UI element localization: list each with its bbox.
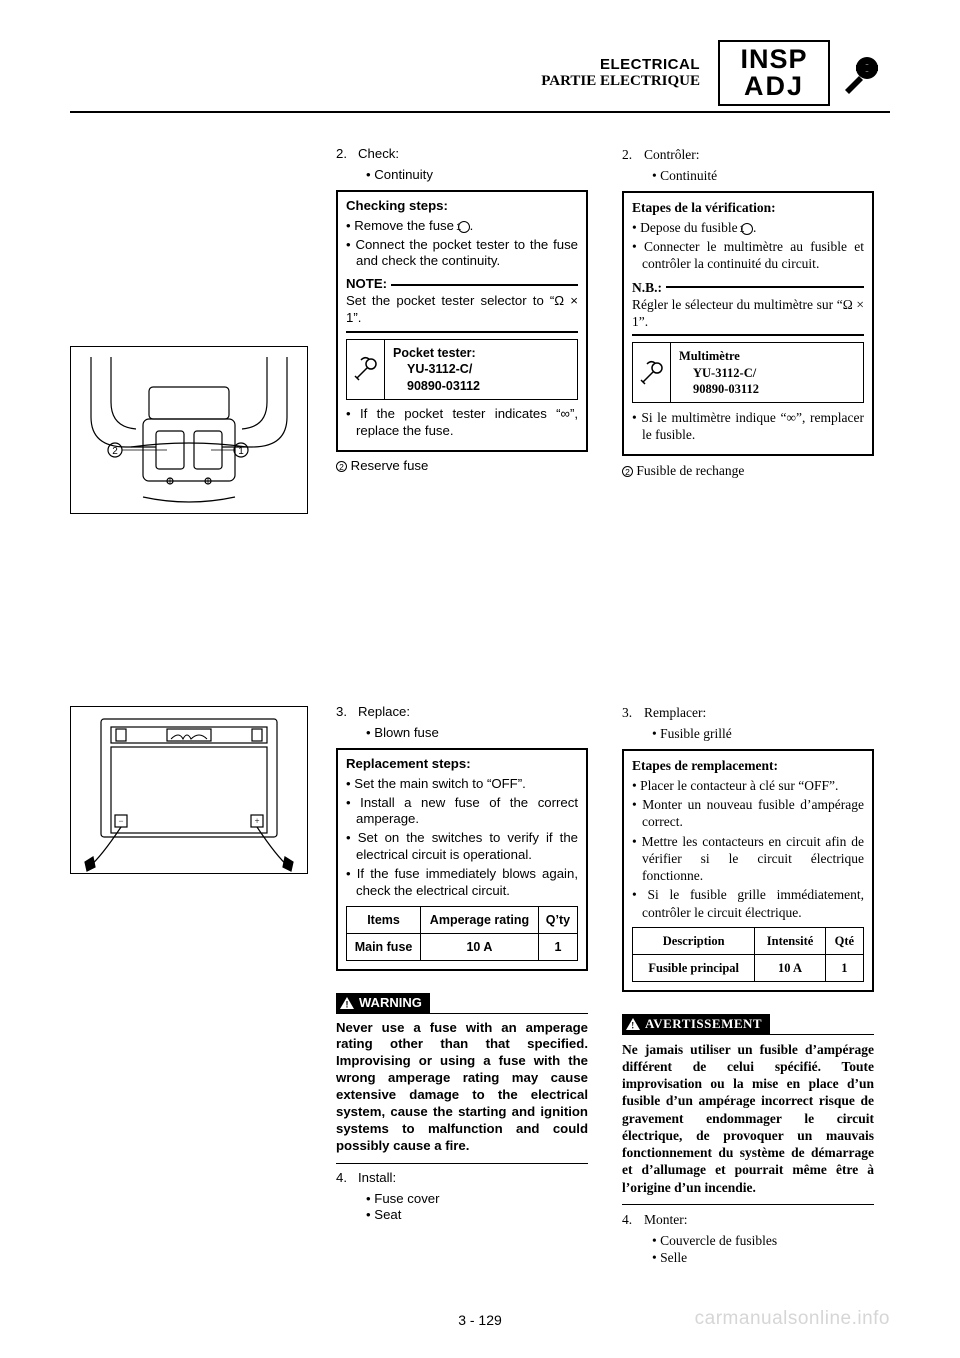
header-section-title: ELECTRICAL PARTIE ELECTRIQUE [541, 56, 700, 90]
note-label-en: NOTE: [346, 276, 578, 293]
svg-text:2: 2 [112, 446, 118, 457]
check-item-continuity: Continuity [366, 167, 588, 184]
checking-steps-title: Checking steps: [346, 198, 578, 215]
checking-steps-box-fr: Etapes de la vérification: Depose du fus… [622, 191, 874, 456]
warning-label-en: ! WARNING [336, 993, 430, 1014]
checking-steps-box-en: Checking steps: Remove the fuse 1. Conne… [336, 190, 588, 452]
step-3-en: 3.Replace: [336, 704, 588, 721]
tool-name: Pocket tester: [393, 346, 476, 360]
section-check-en: 2.Check: Continuity Checking steps: Remo… [336, 146, 588, 474]
svg-text:!: ! [631, 1021, 635, 1031]
step-2-fr: 2.Contrôler: [622, 146, 874, 163]
step-2-en: 2.Check: [336, 146, 588, 163]
header-rule [70, 111, 890, 113]
header-insp: INSP [740, 46, 807, 73]
callout-2-icon: 2 [336, 461, 347, 472]
replacement-steps-box-en: Replacement steps: Set the main switch t… [336, 748, 588, 971]
fuse-spec-table-en: ItemsAmperage ratingQ’ty Main fuse10 A1 [346, 906, 578, 961]
fuse-spec-table-fr: DescriptionIntensitéQté Fusible principa… [632, 927, 864, 982]
section-check-fr: 2.Contrôler: Continuité Etapes de la vér… [622, 146, 874, 479]
warning-text-en: Never use a fuse with an amperage rating… [336, 1020, 588, 1155]
header-adj: ADJ [744, 73, 804, 100]
note-text-en: Set the pocket tester selector to “Ω × 1… [346, 293, 578, 327]
svg-text:1: 1 [238, 446, 244, 457]
watermark: carmanualsonline.info [695, 1308, 890, 1330]
step-4-en: 4.Install: [336, 1170, 588, 1187]
inspection-icon [834, 40, 890, 106]
header-category-box: INSP ADJ [718, 40, 830, 106]
tool-model: YU-3112-C/ [393, 361, 480, 377]
check-step-remove-fuse: Remove the fuse 1. [356, 218, 578, 235]
section-replace-en: 3.Replace: Blown fuse Replacement steps:… [336, 704, 588, 1224]
tool-icon [347, 340, 385, 399]
tool-spec-box-en: Pocket tester: YU-3112-C/ 90890-03112 [346, 339, 578, 400]
warning-text-fr: Ne jamais utiliser un fusible d’ampérage… [622, 1041, 874, 1196]
svg-text:−: − [118, 816, 123, 826]
svg-text:!: ! [346, 1000, 349, 1010]
step-3-fr: 3.Remplacer: [622, 704, 874, 721]
tool-partno: 90890-03112 [393, 378, 480, 394]
page: ELECTRICAL PARTIE ELECTRIQUE INSP ADJ [0, 0, 960, 1358]
step-4-fr: 4.Monter: [622, 1211, 874, 1228]
callout-1-icon: 1 [458, 221, 470, 233]
replacement-steps-box-fr: Etapes de remplacement: Placer le contac… [622, 749, 874, 992]
section-replace-fr: 3.Remplacer: Fusible grillé Etapes de re… [622, 704, 874, 1267]
header-title-en: ELECTRICAL [541, 56, 700, 73]
figure-fuse-location: 1 2 [70, 346, 308, 514]
header-title-fr: PARTIE ELECTRIQUE [541, 73, 700, 90]
check-step-replace-if-inf: If the pocket tester indicates “∞”, repl… [356, 406, 578, 440]
tool-icon [633, 343, 671, 402]
reserve-fuse-note-fr: 2 Fusible de rechange [622, 462, 874, 479]
figure-multimeter: − + [70, 706, 308, 874]
check-step-connect-tester: Connect the pocket tester to the fuse an… [356, 237, 578, 271]
page-header: ELECTRICAL PARTIE ELECTRIQUE INSP ADJ [70, 50, 890, 128]
warning-label-fr: ! AVERTISSEMENT [622, 1014, 770, 1035]
note-label-fr: N.B.: [632, 279, 864, 296]
reserve-fuse-note-en: 2 Reserve fuse [336, 458, 588, 475]
content-area: 1 2 − + [70, 146, 890, 1296]
tool-spec-box-fr: Multimètre YU-3112-C/ 90890-03112 [632, 342, 864, 403]
svg-text:+: + [254, 816, 259, 826]
